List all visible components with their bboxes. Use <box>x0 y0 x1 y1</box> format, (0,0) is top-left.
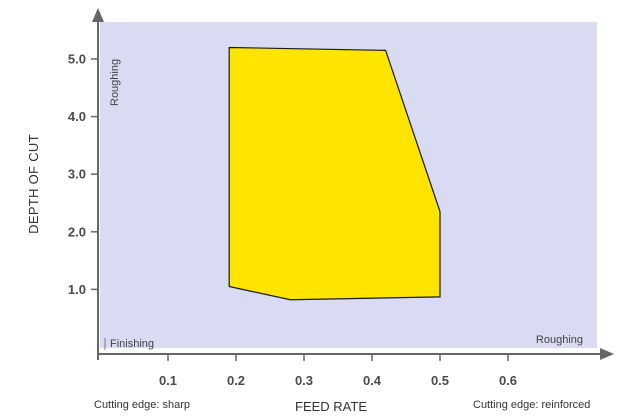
y-tick-label: 4.0 <box>68 109 86 124</box>
x-tick-label: 0.2 <box>227 373 245 388</box>
operating-region-polygon <box>228 46 441 301</box>
y-tick-label: 2.0 <box>68 224 86 239</box>
x-tick-label: 0.1 <box>159 373 177 388</box>
x-tick-label: 0.4 <box>363 373 382 388</box>
x-tick-label: 0.3 <box>295 373 313 388</box>
x-tick-label: 0.6 <box>499 373 517 388</box>
x-tick-label: 0.5 <box>431 373 449 388</box>
x-axis-arrow-icon <box>600 348 614 360</box>
caption-left: Cutting edge: sharp <box>94 399 191 411</box>
x-axis-title: FEED RATE <box>295 399 367 414</box>
caption-right: Cutting edge: reinforced <box>473 399 591 411</box>
annotation-bottom-left: Finishing <box>110 338 154 350</box>
y-tick-label: 5.0 <box>68 52 86 67</box>
annotation-bottom-right: Roughing <box>536 334 583 346</box>
axis-ticks: 1.0 2.0 3.0 4.0 5.0 0.1 0.2 0.3 0.4 0.5 0.6 <box>68 52 517 389</box>
y-tick-label: 1.0 <box>68 282 86 297</box>
annotation-top-left: Roughing <box>109 59 121 106</box>
y-axis-arrow-icon <box>92 8 104 22</box>
y-axis-title: DEPTH OF CUT <box>26 134 41 234</box>
y-tick-label: 3.0 <box>68 167 86 182</box>
